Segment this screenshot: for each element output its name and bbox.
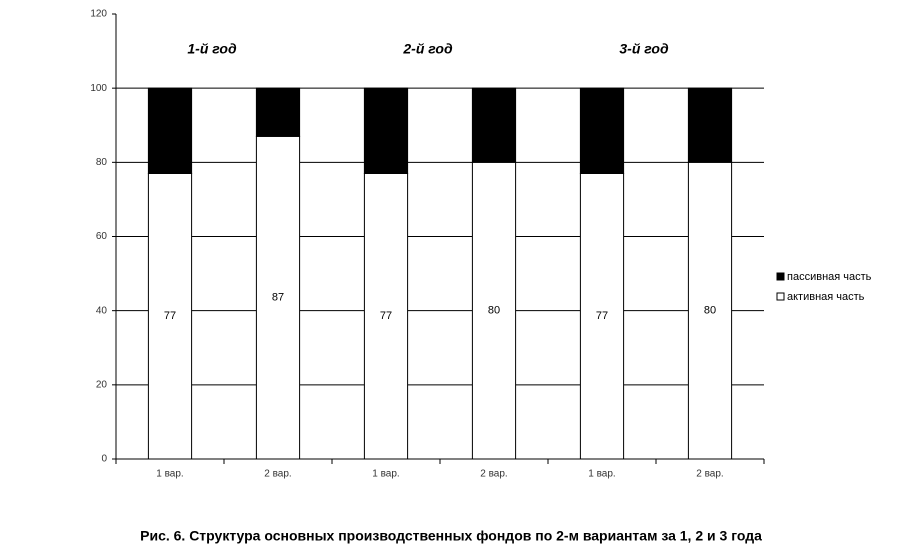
legend-swatch xyxy=(776,292,785,301)
chart-title: Рис. 6. Структура основных производствен… xyxy=(140,528,762,544)
data-label: 77 xyxy=(380,310,392,322)
y-tick-label: 100 xyxy=(90,83,107,94)
bar-segment xyxy=(687,161,733,460)
y-tick-label: 80 xyxy=(96,157,108,168)
bar-segment xyxy=(471,87,517,163)
bar-segment xyxy=(579,172,625,460)
annotation: 3-й год xyxy=(619,41,669,57)
bar-segment xyxy=(255,135,301,460)
data-label: 80 xyxy=(488,305,500,317)
y-tick-label: 40 xyxy=(96,305,108,316)
data-label: 87 xyxy=(272,292,284,304)
x-tick-label: 1 вар. xyxy=(156,469,183,480)
legend-label: пассивная часть xyxy=(787,271,872,283)
y-tick-label: 60 xyxy=(96,231,108,242)
legend-swatch xyxy=(776,272,785,281)
bar-segment xyxy=(579,87,625,174)
x-tick-label: 2 вар. xyxy=(696,469,723,480)
annotation: 2-й год xyxy=(402,41,453,57)
data-label: 77 xyxy=(596,310,608,322)
x-tick-label: 1 вар. xyxy=(372,469,399,480)
x-tick-label: 2 вар. xyxy=(480,469,507,480)
data-label: 77 xyxy=(164,310,176,322)
annotation: 1-й год xyxy=(187,41,237,57)
x-tick-label: 2 вар. xyxy=(264,469,291,480)
bar-segment xyxy=(255,87,301,137)
bar-segment xyxy=(147,87,193,174)
legend-label: активная часть xyxy=(787,291,865,303)
y-tick-label: 120 xyxy=(90,9,107,20)
y-tick-label: 0 xyxy=(101,454,107,465)
bar-segment xyxy=(687,87,733,163)
bar-segment xyxy=(147,172,193,460)
y-tick-label: 20 xyxy=(96,379,108,390)
data-label: 80 xyxy=(704,305,716,317)
bar-segment xyxy=(363,87,409,174)
x-tick-label: 1 вар. xyxy=(588,469,615,480)
